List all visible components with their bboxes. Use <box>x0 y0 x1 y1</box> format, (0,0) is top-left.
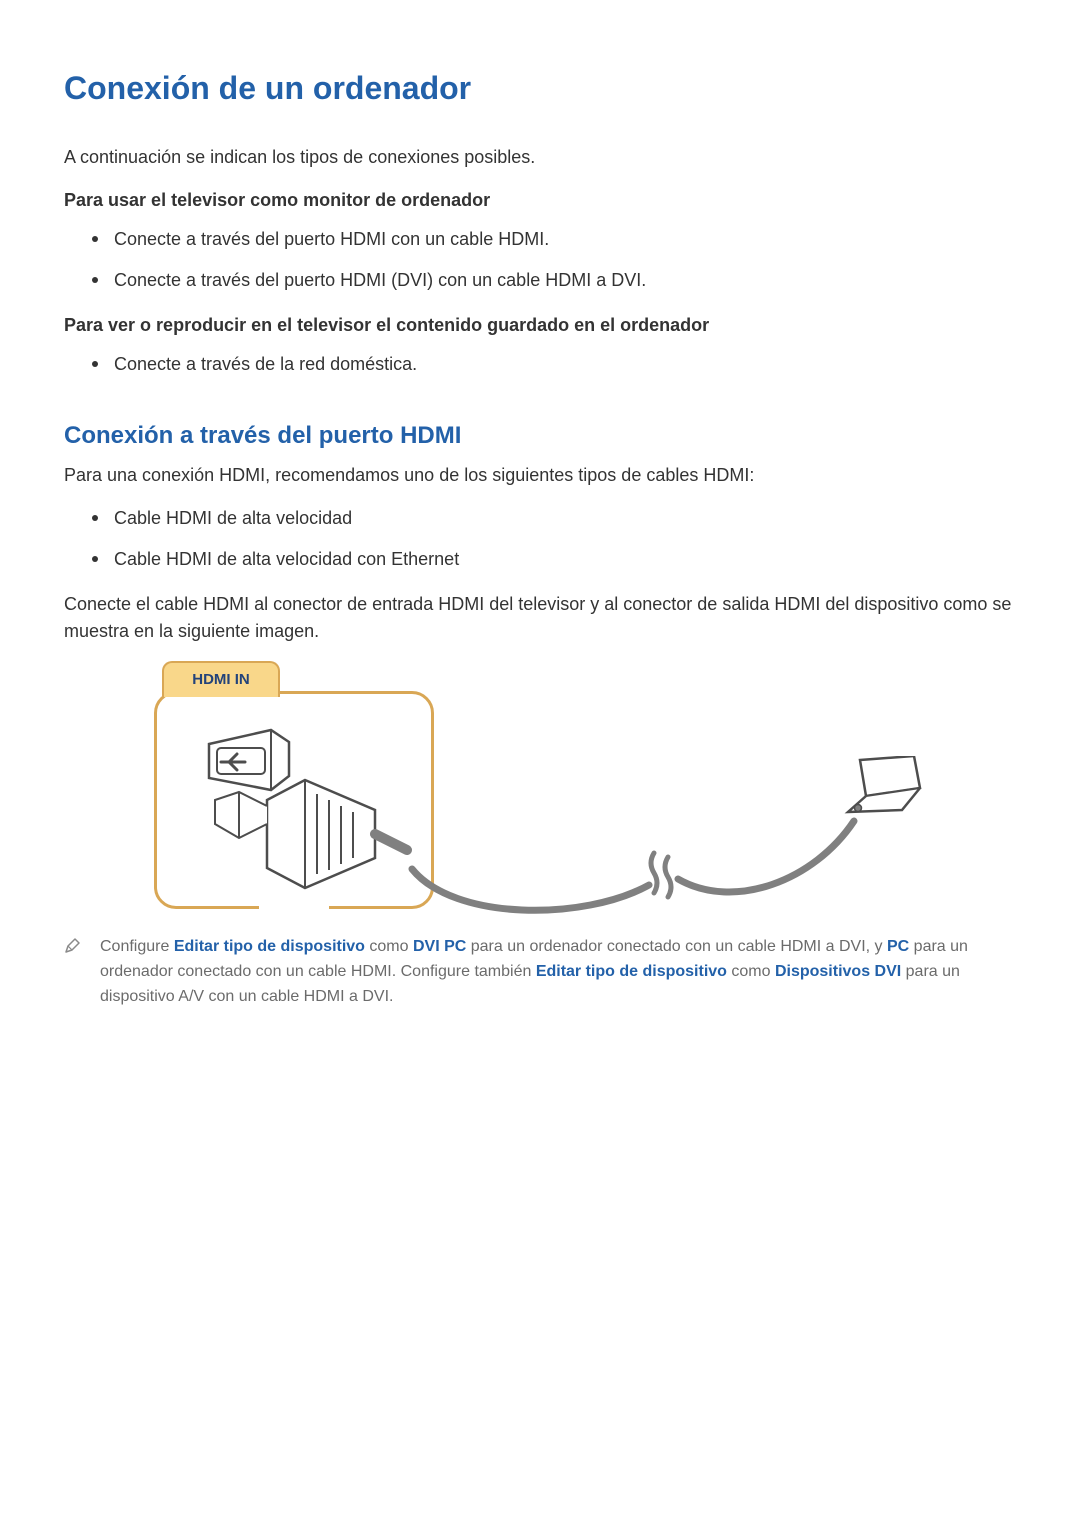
hdmi-instruction: Conecte el cable HDMI al conector de ent… <box>64 591 1016 645</box>
note-text: Configure Editar tipo de dispositivo com… <box>100 935 1016 1009</box>
list-monitor: Conecte a través del puerto HDMI con un … <box>64 226 1016 294</box>
hdmi-intro: Para una conexión HDMI, recomendamos uno… <box>64 462 1016 489</box>
section-title-hdmi: Conexión a través del puerto HDMI <box>64 418 1016 454</box>
hdmi-diagram: HDMI IN <box>154 661 924 911</box>
pencil-icon <box>64 938 82 962</box>
laptop-icon <box>844 756 924 814</box>
subhead-monitor: Para usar el televisor como monitor de o… <box>64 187 1016 214</box>
subhead-content: Para ver o reproducir en el televisor el… <box>64 312 1016 339</box>
list-item: Conecte a través de la red doméstica. <box>110 351 1016 378</box>
intro-text: A continuación se indican los tipos de c… <box>64 144 1016 171</box>
list-item: Conecte a través del puerto HDMI con un … <box>110 226 1016 253</box>
cable-svg <box>154 661 924 911</box>
list-item: Cable HDMI de alta velocidad con Etherne… <box>110 546 1016 573</box>
note: Configure Editar tipo de dispositivo com… <box>64 935 1016 1009</box>
page-title: Conexión de un ordenador <box>64 64 1016 112</box>
port-tab-label: HDMI IN <box>162 661 280 697</box>
list-content: Conecte a través de la red doméstica. <box>64 351 1016 378</box>
list-item: Conecte a través del puerto HDMI (DVI) c… <box>110 267 1016 294</box>
hdmi-diagram-container: HDMI IN <box>154 661 1080 911</box>
list-cables: Cable HDMI de alta velocidad Cable HDMI … <box>64 505 1016 573</box>
list-item: Cable HDMI de alta velocidad <box>110 505 1016 532</box>
